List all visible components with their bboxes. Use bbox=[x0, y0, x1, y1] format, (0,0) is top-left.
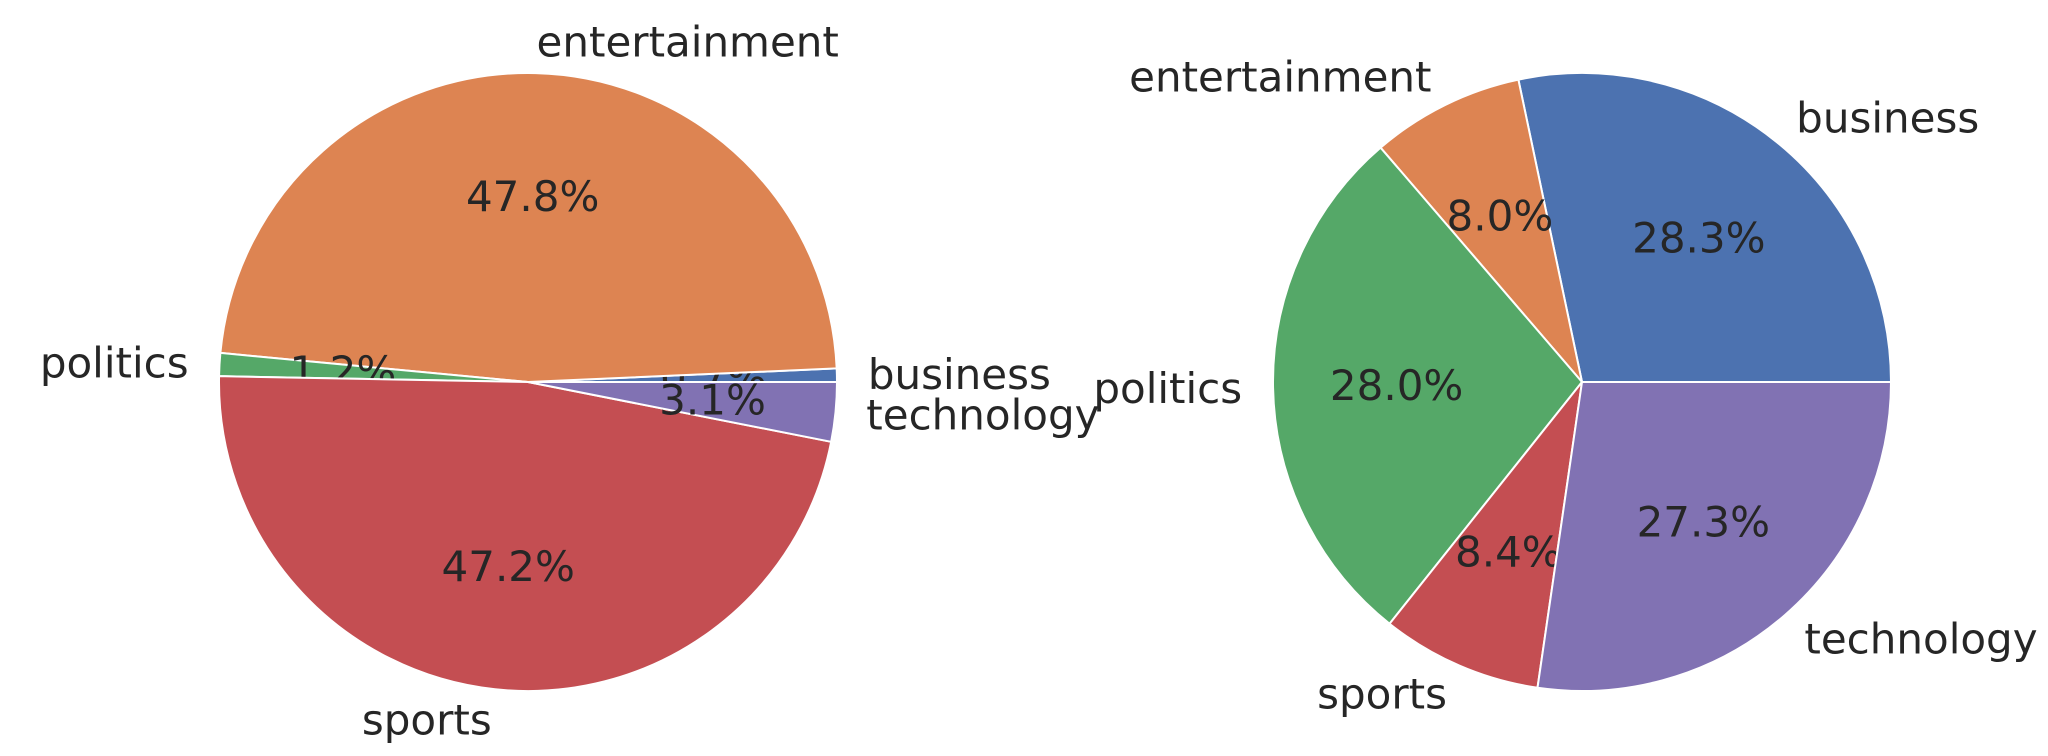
pie-left-label-entertainment: entertainment bbox=[537, 18, 839, 67]
pie-left-slice-sports bbox=[218, 375, 833, 693]
pie-right-label-entertainment: entertainment bbox=[1129, 53, 1431, 102]
pie-left-slice-technology bbox=[527, 381, 838, 443]
pie-left-percent-entertainment: 47.8% bbox=[466, 172, 599, 221]
pie-right-label-sports: sports bbox=[1317, 669, 1447, 718]
pie-right-label-politics: politics bbox=[1093, 364, 1242, 413]
pie-left-label-sports: sports bbox=[362, 695, 492, 744]
pie-right-percent-sports: 8.4% bbox=[1455, 528, 1562, 577]
pie-right-percent-technology: 27.3% bbox=[1637, 498, 1770, 547]
pie-right-slice-politics bbox=[1272, 146, 1583, 625]
pie-left-slice-entertainment bbox=[219, 72, 838, 383]
pie-left-label-business: business bbox=[868, 350, 1051, 399]
pie-right-percent-entertainment: 8.0% bbox=[1447, 191, 1554, 240]
pie-right-slice-technology bbox=[1536, 381, 1892, 692]
pie-right-slice-entertainment bbox=[1379, 78, 1583, 383]
pie-right-percent-business: 28.3% bbox=[1632, 214, 1765, 263]
pie-right-label-business: business bbox=[1796, 94, 1979, 143]
pie-right-percent-politics: 28.0% bbox=[1330, 361, 1463, 410]
pie-right-slice-sports bbox=[1388, 381, 1583, 689]
pie-left-percent-technology: 3.1% bbox=[659, 376, 766, 425]
pie-right-slice-business bbox=[1517, 72, 1892, 383]
pie-left-label-technology: technology bbox=[866, 391, 1099, 440]
pie-right-label-technology: technology bbox=[1804, 615, 2037, 664]
pie-left-label-politics: politics bbox=[40, 338, 189, 387]
pie-left-percent-sports: 47.2% bbox=[442, 542, 575, 591]
